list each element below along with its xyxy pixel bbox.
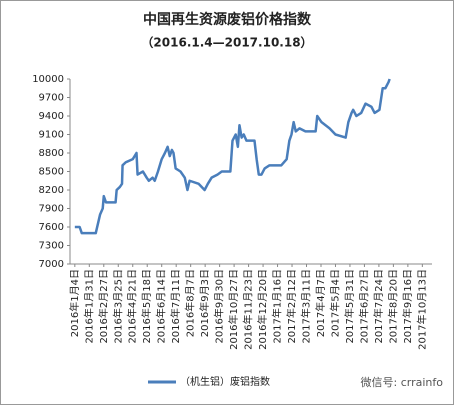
- x-tick-label: 2016年5月18日: [140, 269, 153, 344]
- data-line: [74, 78, 391, 235]
- x-tick-label: 2016年3月25日: [111, 269, 124, 344]
- x-tick-label: 2016年1月4日: [68, 269, 81, 337]
- x-tick-label: 2016年9月30日: [213, 269, 226, 344]
- x-tick-label: 2016年10月27日: [227, 269, 240, 350]
- x-tick-label: 2016年12月20日: [256, 269, 269, 350]
- chart-title: 中国再生资源废铝价格指数: [143, 11, 312, 28]
- x-tick-label: 2017年1月16日: [271, 269, 284, 344]
- y-tick-label: 9400: [39, 111, 64, 122]
- y-tick-label: 8500: [39, 167, 64, 178]
- x-tick-label: 2016年6月14日: [155, 269, 168, 344]
- x-tick-label: 2016年8月7日: [184, 269, 197, 337]
- x-tick-label: 2016年7月11日: [169, 269, 182, 344]
- x-tick-label: 2017年3月11日: [300, 269, 313, 344]
- x-tick-label: 2016年4月21日: [126, 269, 139, 344]
- y-tick-label: 10000: [32, 74, 64, 85]
- x-tick-label: 2016年9月3日: [198, 269, 211, 337]
- x-tick-label: 2017年7月24日: [372, 269, 385, 344]
- x-tick-label: 2016年1月31日: [82, 269, 95, 344]
- y-tick-label: 9700: [39, 93, 64, 104]
- x-tick-label: 2017年9月16日: [401, 269, 414, 344]
- y-tick-label: 7000: [39, 259, 64, 270]
- x-tick-label: 2017年6月27日: [357, 269, 370, 344]
- x-tick-label: 2017年5月4日: [328, 269, 341, 337]
- y-tick-label: 7900: [39, 204, 64, 215]
- x-tick-label: 2017年8月20日: [386, 269, 399, 344]
- y-tick-label: 8200: [39, 185, 64, 196]
- y-tick-label: 7600: [39, 222, 64, 233]
- watermark: 微信号: crrainfo: [361, 375, 444, 389]
- x-tick-label: 2017年10月13日: [415, 269, 428, 350]
- legend-label: （机生铝）废铝指数: [180, 375, 270, 388]
- x-tick-label: 2017年4月7日: [314, 269, 327, 337]
- y-tick-label: 7300: [39, 241, 64, 252]
- chart-subtitle: （2016.1.4—2017.10.18）: [141, 35, 312, 50]
- x-tick-label: 2016年11月23日: [242, 269, 255, 350]
- x-tick-label: 2017年5月31日: [343, 269, 356, 344]
- x-tick-label: 2017年2月12日: [285, 269, 298, 344]
- y-tick-label: 8800: [39, 148, 64, 159]
- y-tick-label: 9100: [39, 130, 64, 141]
- x-tick-label: 2016年2月27日: [97, 269, 110, 344]
